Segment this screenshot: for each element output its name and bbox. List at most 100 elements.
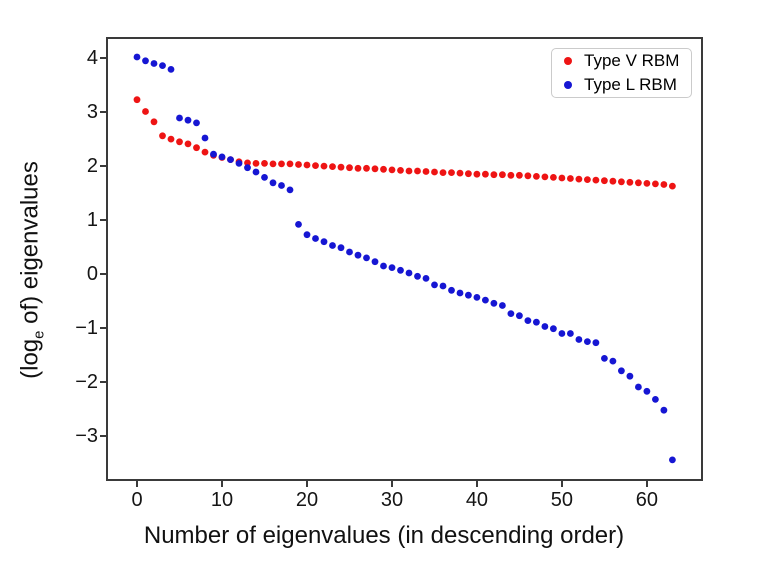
y-tick-mark	[100, 219, 106, 222]
data-point	[252, 168, 260, 176]
x-tick-mark	[390, 481, 393, 487]
data-point	[618, 178, 625, 186]
data-point	[516, 171, 523, 179]
data-point	[405, 167, 413, 175]
data-point	[626, 178, 634, 186]
data-point	[422, 168, 430, 175]
data-point	[295, 161, 302, 168]
data-point	[422, 275, 430, 282]
data-point	[354, 251, 362, 259]
data-point	[303, 231, 311, 239]
data-point	[652, 180, 659, 188]
data-point	[380, 165, 387, 173]
data-point	[176, 114, 183, 122]
data-point	[490, 299, 498, 307]
data-point	[269, 179, 277, 187]
data-point	[660, 406, 668, 414]
data-point	[414, 167, 421, 175]
data-point	[669, 456, 676, 464]
data-point	[567, 330, 574, 337]
data-point	[456, 169, 464, 177]
plot-area: Type V RBM Type L RBM	[106, 37, 703, 481]
data-point	[159, 62, 166, 69]
blue-dot-marker-icon	[564, 81, 572, 89]
data-point	[354, 164, 362, 172]
data-point	[363, 254, 370, 262]
data-point	[193, 119, 200, 127]
y-tick-mark	[100, 165, 106, 168]
x-tick-mark	[645, 481, 648, 487]
data-point	[592, 339, 600, 347]
data-point	[133, 53, 141, 61]
data-point	[448, 169, 455, 177]
data-point	[388, 166, 396, 174]
data-point	[320, 162, 328, 170]
data-point	[150, 118, 158, 126]
data-point	[660, 181, 668, 188]
y-tick-mark	[100, 381, 106, 384]
data-point	[465, 170, 472, 178]
data-point	[482, 170, 489, 178]
data-point	[363, 164, 370, 172]
data-point	[193, 144, 200, 152]
legend-label: Type L RBM	[584, 75, 677, 94]
data-point	[456, 289, 464, 297]
data-point	[346, 164, 353, 172]
data-point	[244, 164, 251, 172]
data-point	[397, 266, 404, 274]
data-point	[329, 163, 336, 170]
data-point	[346, 248, 353, 256]
data-point	[184, 140, 192, 148]
data-point	[524, 317, 532, 324]
data-point	[618, 367, 625, 375]
legend: Type V RBM Type L RBM	[551, 48, 692, 98]
data-point	[167, 66, 175, 73]
data-point	[244, 159, 251, 167]
y-axis-label-post: of) eigenvalues	[16, 161, 44, 331]
x-tick-label: 20	[295, 489, 319, 511]
data-point	[278, 160, 285, 168]
y-tick-mark	[100, 111, 106, 114]
data-point	[482, 296, 489, 304]
x-tick-label: 50	[550, 489, 574, 511]
data-point	[397, 167, 404, 174]
data-point	[567, 175, 574, 182]
data-point	[643, 180, 651, 187]
data-point	[142, 57, 149, 65]
x-tick-mark	[136, 481, 139, 487]
data-point	[601, 177, 608, 185]
data-point	[448, 286, 455, 294]
scatter-canvas	[133, 53, 676, 464]
data-point	[516, 312, 523, 320]
data-point	[635, 179, 642, 187]
data-point	[584, 176, 591, 184]
data-point	[465, 291, 472, 299]
legend-label: Type V RBM	[584, 51, 680, 70]
y-tick-mark	[100, 435, 106, 438]
y-tick-label: 0	[86, 263, 98, 286]
data-point	[269, 160, 277, 168]
data-point	[473, 170, 481, 178]
y-tick-label: −1	[75, 317, 98, 340]
data-point	[278, 182, 285, 189]
data-point	[235, 160, 243, 167]
data-point	[227, 156, 234, 163]
data-point	[541, 323, 549, 330]
x-tick-mark	[475, 481, 478, 487]
data-point	[533, 318, 540, 326]
data-point	[261, 160, 268, 167]
y-tick-label: −2	[75, 371, 98, 394]
data-point	[252, 160, 260, 167]
data-point	[626, 372, 634, 380]
data-point	[218, 153, 226, 161]
data-point	[609, 357, 617, 365]
y-tick-label: −3	[75, 425, 98, 448]
data-point	[643, 387, 651, 395]
data-point	[371, 165, 379, 173]
data-point	[286, 160, 294, 168]
x-tick-label: 0	[131, 489, 143, 511]
data-point	[490, 171, 498, 179]
data-point	[669, 182, 676, 190]
data-point	[558, 174, 566, 182]
data-point	[329, 242, 336, 249]
